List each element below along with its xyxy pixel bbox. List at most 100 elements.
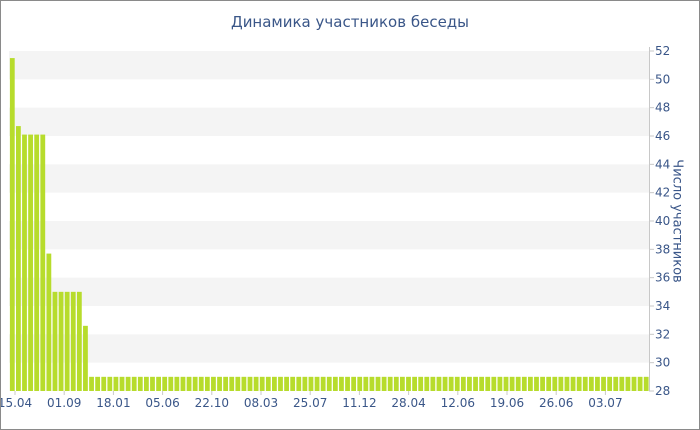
x-tick-label: 22.10 (195, 396, 229, 410)
bar (387, 376, 393, 391)
bar (576, 376, 582, 391)
bar (528, 376, 533, 391)
x-tick-label: 01.09 (47, 396, 81, 410)
bar (637, 376, 643, 391)
y-axis-label: Число участников (669, 159, 685, 283)
y-tick-label: 30 (655, 356, 670, 370)
y-tick-label: 36 (655, 271, 670, 285)
bar (16, 126, 21, 391)
bar (588, 376, 594, 391)
bar (162, 376, 168, 391)
x-tick-label: 26.06 (539, 396, 573, 410)
bar (113, 376, 119, 391)
bar (643, 376, 649, 391)
bar (58, 291, 64, 391)
bar (351, 376, 357, 391)
bar (521, 376, 527, 391)
bar (540, 376, 545, 391)
bar (278, 376, 283, 391)
bar (204, 376, 210, 391)
bar (144, 376, 149, 391)
y-tick-label: 34 (655, 299, 670, 313)
y-tick-label: 52 (655, 44, 670, 58)
bar (546, 376, 552, 391)
bar (253, 376, 259, 391)
grid-band (9, 334, 649, 363)
bar (247, 376, 253, 391)
bar (558, 376, 564, 391)
bar (582, 376, 588, 391)
bar (497, 376, 503, 391)
y-axis-ticks: 28 30 32 34 36 38 40 42 44 46 48 50 52 (649, 44, 670, 398)
bar (320, 376, 326, 391)
grid-band (9, 221, 649, 250)
bar (296, 376, 302, 391)
bar (272, 376, 277, 391)
bar (473, 376, 478, 391)
bar (418, 376, 424, 391)
bar (570, 376, 576, 391)
bar (314, 376, 320, 391)
y-tick-label: 44 (655, 157, 670, 171)
bar (339, 376, 344, 391)
bar (436, 376, 442, 391)
bar (235, 376, 241, 391)
bar (131, 376, 137, 391)
y-tick-label: 48 (655, 101, 670, 115)
y-tick-label: 50 (655, 72, 670, 86)
bar (198, 376, 204, 391)
bar (107, 376, 113, 391)
bar (156, 376, 161, 391)
y-tick-label: 38 (655, 242, 670, 256)
bar (34, 134, 40, 391)
bar (265, 376, 271, 391)
bar (137, 376, 143, 391)
bar (168, 376, 174, 391)
bar (400, 376, 405, 391)
bar (174, 376, 180, 391)
bar (9, 58, 15, 391)
bar (22, 134, 27, 391)
bar (491, 376, 497, 391)
bar (381, 376, 387, 391)
y-tick-label: 46 (655, 129, 670, 143)
bar (217, 376, 222, 391)
x-tick-label: 25.07 (293, 396, 327, 410)
bar (369, 376, 375, 391)
bar (485, 376, 491, 391)
bar (192, 376, 198, 391)
bar (363, 376, 369, 391)
bar (479, 376, 485, 391)
bar-series (9, 58, 649, 391)
bar (631, 376, 637, 391)
chart-title: Динамика участников беседы (230, 13, 470, 31)
bar (607, 376, 613, 391)
bar (150, 376, 155, 391)
bar (284, 376, 289, 391)
bar (467, 376, 472, 391)
bar (406, 376, 411, 391)
x-tick-label: 11.12 (342, 396, 376, 410)
x-tick-label: 08.03 (244, 396, 278, 410)
bar (308, 376, 314, 391)
bar (412, 376, 417, 391)
bar (430, 376, 436, 391)
grid-bands (9, 51, 649, 363)
bar (40, 134, 46, 391)
bar (345, 376, 350, 391)
x-tick-label: 18.01 (96, 396, 130, 410)
bar (290, 376, 296, 391)
y-tick-label: 42 (655, 186, 670, 200)
bar (259, 376, 265, 391)
bar (70, 291, 76, 391)
x-tick-label: 12.06 (441, 396, 475, 410)
grid-band (9, 277, 649, 306)
x-tick-label: 05.06 (145, 396, 179, 410)
bar (125, 376, 131, 391)
bar (101, 376, 107, 391)
bar (119, 376, 125, 391)
grid-band (9, 107, 649, 136)
bar (515, 376, 521, 391)
